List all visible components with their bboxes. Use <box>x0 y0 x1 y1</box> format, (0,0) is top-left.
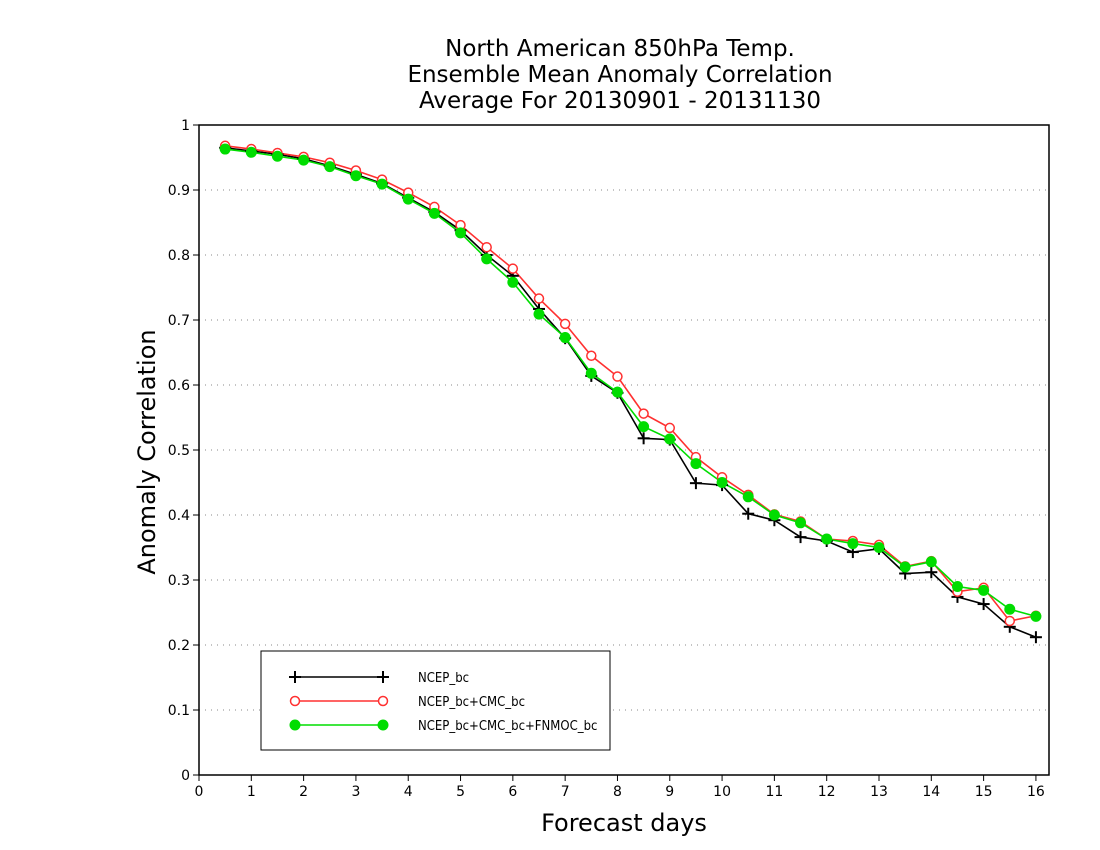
series-1-point-11 <box>507 263 519 274</box>
series-2-point-18 <box>690 458 702 470</box>
legend-label-2: NCEP_bc+CMC_bc+FNMOC_bc <box>418 719 597 734</box>
series-2-point-20 <box>742 491 754 503</box>
y-tick-label-4: 0.4 <box>168 508 190 524</box>
x-tick-label-9: 9 <box>665 784 674 800</box>
series-2-point-28 <box>951 581 963 592</box>
x-tick-label-1: 1 <box>247 784 256 800</box>
x-tick-label-14: 14 <box>922 784 940 800</box>
series-2-point-23 <box>821 533 833 545</box>
x-tick-label-13: 13 <box>870 784 888 800</box>
series-1-point-10 <box>481 241 492 253</box>
series-2-point-5 <box>350 170 362 182</box>
series-2-point-16 <box>638 421 650 433</box>
series-0-point-31 <box>1029 631 1042 644</box>
series-2-point-26 <box>899 561 911 573</box>
x-tick-label-7: 7 <box>561 784 570 800</box>
y-tick-label-1: 0.1 <box>168 703 190 719</box>
series-0-point-27 <box>925 566 938 579</box>
series-line-2 <box>225 148 1037 618</box>
series-1-point-12 <box>533 293 545 304</box>
y-tick-label-6: 0.6 <box>168 378 190 394</box>
series-2-point-1 <box>245 146 257 158</box>
series-2-point-12 <box>533 308 545 320</box>
series-2-point-15 <box>611 386 623 398</box>
series-2-point-29 <box>978 584 990 596</box>
series-2-point-21 <box>768 509 780 521</box>
x-tick-label-11: 11 <box>765 784 783 800</box>
legend-label-0: NCEP_bc <box>418 671 469 686</box>
series-1-point-16 <box>638 408 649 419</box>
y-tick-label-0: 0 <box>181 768 190 784</box>
y-tick-label-9: 0.9 <box>168 183 190 199</box>
y-tick-label-2: 0.2 <box>168 638 190 654</box>
series-2-point-24 <box>847 538 859 550</box>
series-2-point-11 <box>507 276 519 288</box>
y-tick-label-7: 0.7 <box>168 313 190 329</box>
series-1-point-17 <box>664 422 676 434</box>
legend-label-1: NCEP_bc+CMC_bc <box>418 695 525 710</box>
series-line-1 <box>225 145 1037 622</box>
x-tick-label-6: 6 <box>508 784 517 800</box>
series-0-point-22 <box>794 531 807 544</box>
series-1-point-13 <box>559 318 571 330</box>
y-tick-label-5: 0.5 <box>168 443 190 459</box>
chart-title: North American 850hPa Temp. Ensemble Mea… <box>300 36 940 114</box>
x-tick-label-4: 4 <box>404 784 413 800</box>
x-tick-label-8: 8 <box>613 784 622 800</box>
series-2-point-3 <box>298 154 310 166</box>
series-2-point-6 <box>376 178 388 190</box>
series-2-point-8 <box>428 207 440 219</box>
x-tick-label-5: 5 <box>456 784 465 800</box>
series-2-point-4 <box>324 161 336 173</box>
series-2-point-22 <box>795 517 807 529</box>
y-tick-label-8: 0.8 <box>168 248 190 264</box>
series-2-point-7 <box>402 193 414 205</box>
legend-marker-end-0 <box>377 671 389 683</box>
y-tick-label-10: 1 <box>181 118 190 134</box>
x-tick-label-0: 0 <box>195 784 204 800</box>
legend-marker-end-2 <box>377 719 389 731</box>
series-1-point-15 <box>612 371 623 382</box>
legend-marker-start-0 <box>289 671 301 683</box>
legend-marker-start-1 <box>289 695 301 707</box>
series-1-point-14 <box>586 350 597 361</box>
x-tick-label-12: 12 <box>818 784 836 800</box>
series-2-point-19 <box>716 477 728 488</box>
series-0-point-18 <box>689 477 702 490</box>
chart-title-line-1: North American 850hPa Temp. <box>445 36 795 62</box>
series-2-point-0 <box>219 143 231 155</box>
x-axis-label: Forecast days <box>541 809 707 837</box>
series-0-point-16 <box>637 432 650 445</box>
legend-marker-start-2 <box>289 719 301 731</box>
x-tick-label-10: 10 <box>713 784 731 800</box>
series-2-point-13 <box>559 332 571 344</box>
x-tick-label-16: 16 <box>1027 784 1045 800</box>
series-0-point-20 <box>742 507 755 520</box>
series-2-point-25 <box>873 542 885 553</box>
series-2-point-2 <box>271 150 283 162</box>
x-tick-label-15: 15 <box>975 784 993 800</box>
y-tick-label-3: 0.3 <box>168 573 190 589</box>
chart-title-line-3: Average For 20130901 - 20131130 <box>418 88 822 114</box>
series-2-point-30 <box>1004 603 1016 615</box>
series-2-point-10 <box>481 253 493 265</box>
series-2-point-14 <box>585 367 597 379</box>
series-2-point-31 <box>1030 610 1042 622</box>
series-2-point-17 <box>664 433 676 445</box>
series-1-point-30 <box>1004 615 1016 627</box>
x-tick-label-2: 2 <box>299 784 308 800</box>
legend-marker-end-1 <box>377 695 389 707</box>
series-2-point-9 <box>455 227 467 239</box>
series-0-point-29 <box>977 598 990 611</box>
chart-title-line-2: Ensemble Mean Anomaly Correlation <box>407 62 833 88</box>
x-tick-label-3: 3 <box>351 784 360 800</box>
y-axis-label: Anomaly Correlation <box>133 329 161 575</box>
series-2-point-27 <box>925 556 937 568</box>
